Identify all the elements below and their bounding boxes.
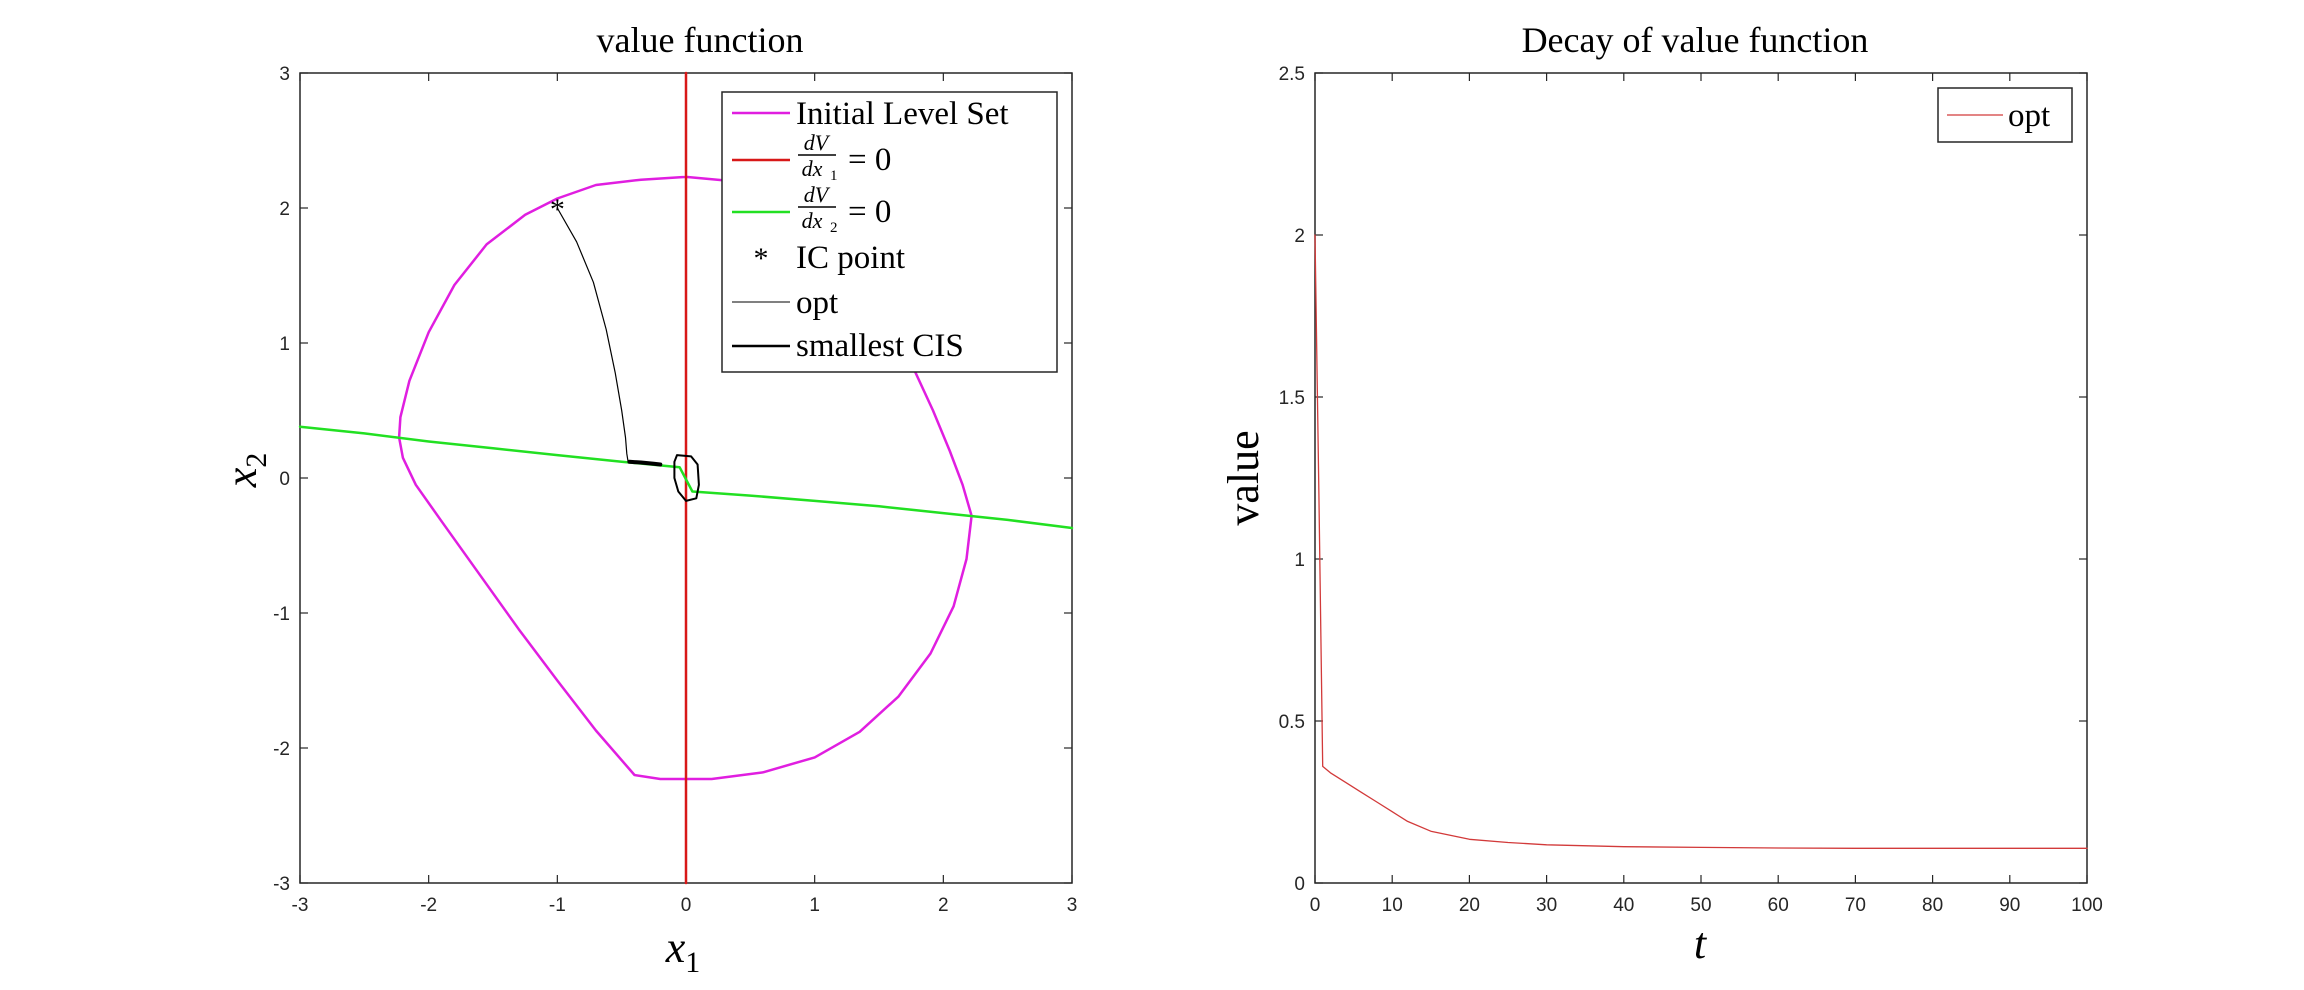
right-xtick-label: 90 [1999,895,2020,916]
right-ylabel: value [1219,430,1268,525]
left-ytick-label: 3 [279,64,290,85]
legend-dvdx1-den: dx [802,156,823,181]
right-series-opt-line [1314,234,2088,849]
right-axes-box [1314,72,2088,884]
left-xtick-label: -3 [292,895,309,916]
right-xtick-label: 80 [1922,895,1943,916]
left-xtick-label: 3 [1067,895,1078,916]
left-panel: value function -3 -2 -1 0 1 2 3 -3 -2 -1 0 1 2 3 * x1… [217,20,1077,979]
left-xtick-label: -2 [420,895,437,916]
legend-label-ic: IC point [796,240,905,276]
right-xtick-label: 60 [1768,895,1789,916]
left-xtick-label: 2 [938,895,949,916]
left-title: value function [597,20,804,60]
left-ytick-label: 0 [279,469,290,490]
left-ytick-label: 2 [279,199,290,220]
left-ytick-label: 1 [279,334,290,355]
left-ylabel: x2 [217,453,273,489]
legend-dvdx1-rhs: = 0 [848,142,891,178]
right-xtick-label: 100 [2071,895,2103,916]
right-xtick-label: 20 [1459,895,1480,916]
legend-dvdx1-den-sub: 1 [830,168,838,184]
legend-label-cis: smallest CIS [796,328,964,364]
legend-dvdx2-rhs: = 0 [848,194,891,230]
left-series-dv-dx2-0-line [298,425,1074,530]
right-title: Decay of value function [1522,20,1869,60]
legend-dvdx1-num: dV [804,130,831,155]
right-xtick-label: 70 [1845,895,1866,916]
right-ytick-label: 2 [1294,226,1305,247]
right-xtick-label: 50 [1690,895,1711,916]
right-panel: Decay of value function 0 10 20 30 40 50 60 70 8… [1219,20,2103,968]
right-ticks: 0 10 20 30 40 50 60 70 80 90 100 0 0.5 1 1.5 2 2.5 [1279,64,2103,916]
right-xlabel: t [1694,919,1708,968]
right-plot-area [1314,234,2088,849]
left-ytick-label: -3 [273,874,290,895]
legend-label-initial: Initial Level Set [796,96,1009,132]
left-series-smallest-cis-line [627,459,663,467]
right-ytick-label: 1.5 [1279,388,1305,409]
left-xtick-label: 1 [809,895,820,916]
left-series-opt-line [556,207,629,463]
left-series-initial-level-set-line [397,175,973,781]
legend-dvdx2-den-sub: 2 [830,220,838,236]
left-ytick-label: -1 [273,604,290,625]
right-ytick-label: 0.5 [1279,712,1305,733]
left-legend-box [721,91,1058,373]
right-xtick-label: 30 [1536,895,1557,916]
left-xlabel: x1 [665,923,701,979]
legend-label-opt: opt [796,285,838,321]
left-ytick-label: -2 [273,739,290,760]
legend-dvdx2-den: dx [802,208,823,233]
left-xtick-label: 0 [681,895,692,916]
right-ytick-label: 0 [1294,874,1305,895]
left-xtick-label: -1 [549,895,566,916]
left-series-cis-loop-line [673,454,700,502]
left-legend: Initial Level Set dV dx 1 = 0 dV dx 2 = … [721,91,1058,373]
right-xtick-label: 40 [1613,895,1634,916]
right-ytick-label: 1 [1294,550,1305,571]
legend-swatch-ic-asterisk-icon: * [754,242,769,275]
right-xtick-label: 10 [1382,895,1403,916]
right-xtick-label: 0 [1310,895,1321,916]
left-series-ic-point-marker: * [550,193,565,226]
right-legend: opt [1937,87,2073,143]
left-plot-area: * [298,71,1074,885]
right-legend-label-opt: opt [2008,98,2050,134]
left-ticks: -3 -2 -1 0 1 2 3 -3 -2 -1 0 1 2 3 [273,64,1077,916]
legend-dvdx2-num: dV [804,182,831,207]
right-ytick-label: 2.5 [1279,64,1305,85]
